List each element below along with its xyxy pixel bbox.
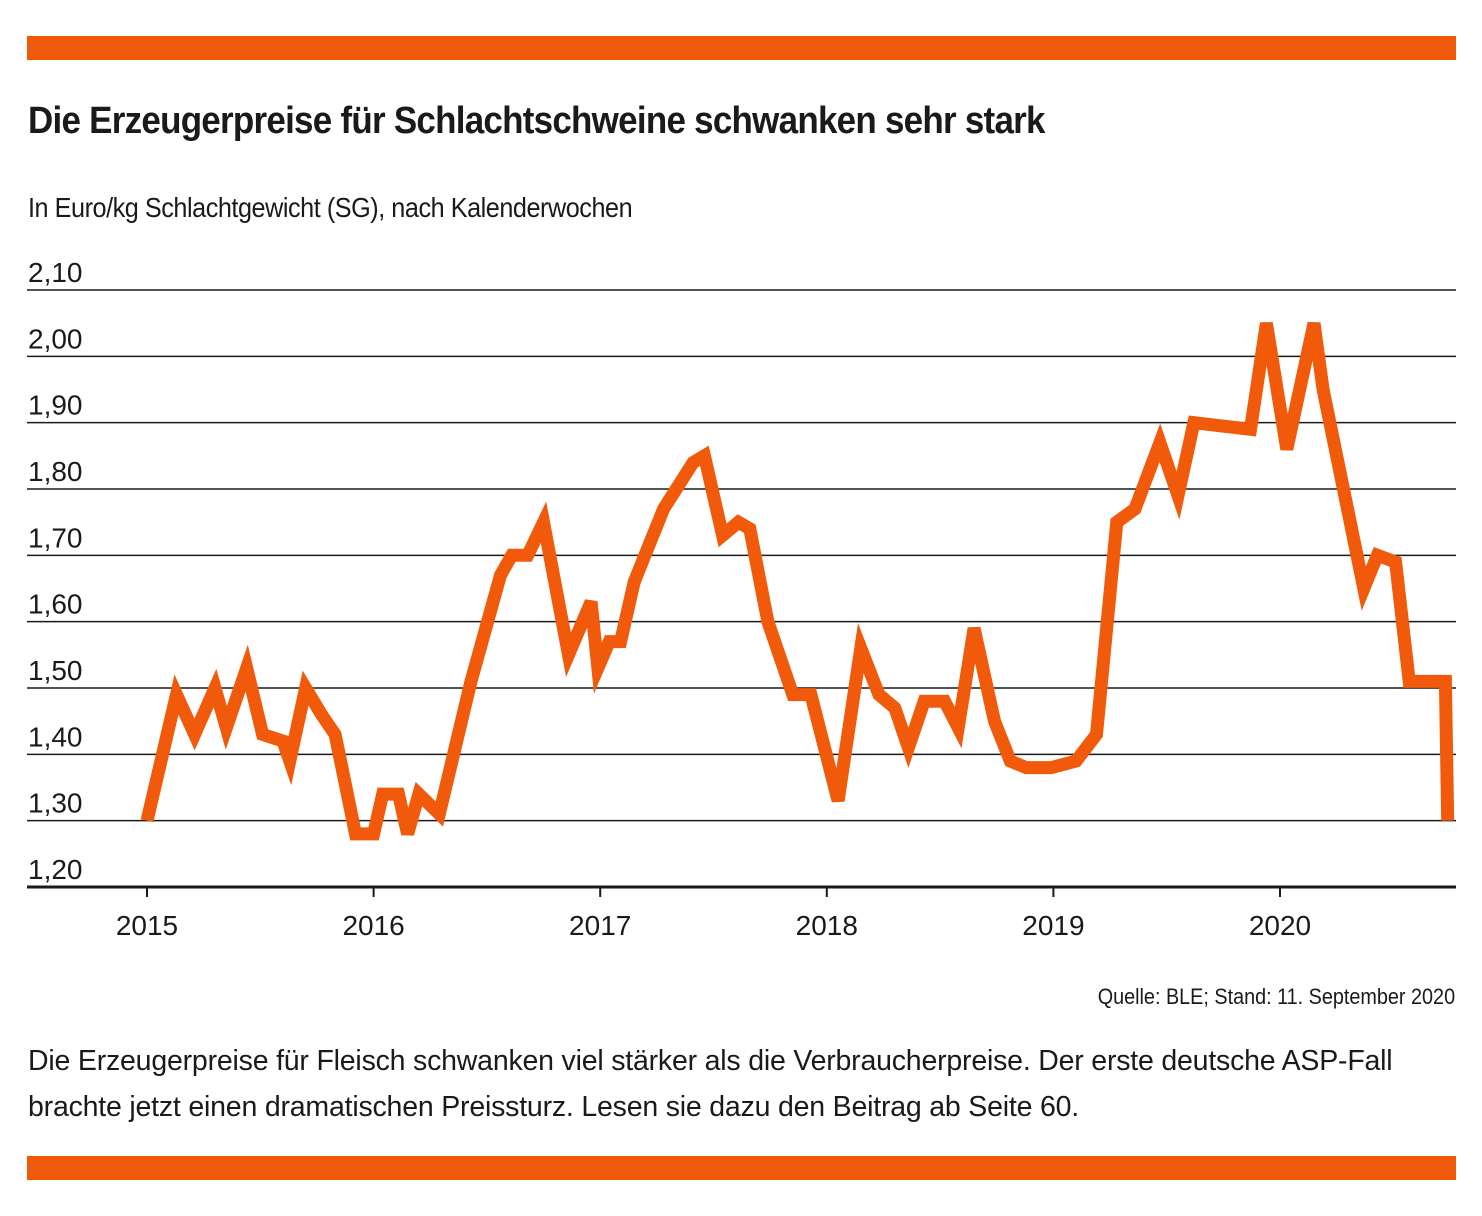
y-tick-label: 1,80 bbox=[28, 456, 83, 487]
x-tick-label: 2016 bbox=[342, 910, 404, 941]
y-tick-label: 2,00 bbox=[28, 323, 83, 354]
y-tick-label: 1,60 bbox=[28, 589, 83, 620]
y-tick-label: 1,20 bbox=[28, 854, 83, 885]
x-tick-label: 2020 bbox=[1249, 910, 1311, 941]
line-chart: 2,10 2,00 1,90 1,80 1,70 1,60 1,50 1,40 1,30 1,20… bbox=[27, 257, 1456, 941]
x-tick-label: 2019 bbox=[1022, 910, 1084, 941]
x-tick-label: 2018 bbox=[796, 910, 858, 941]
y-tick-label: 1,70 bbox=[28, 522, 83, 553]
top-accent-bar bbox=[27, 36, 1456, 60]
y-tick-label: 1,40 bbox=[28, 721, 83, 752]
y-tick-label: 1,90 bbox=[28, 390, 83, 421]
caption-text: Die Erzeugerpreise für Fleisch schwanken… bbox=[28, 1045, 1393, 1123]
x-tick-label: 2015 bbox=[116, 910, 178, 941]
y-tick-label: 1,50 bbox=[28, 655, 83, 686]
y-tick-label: 2,10 bbox=[28, 257, 83, 288]
chart-subtitle: In Euro/kg Schlachtgewicht (SG), nach Ka… bbox=[28, 192, 633, 223]
y-tick-label: 1,30 bbox=[28, 788, 83, 819]
x-tick-label: 2017 bbox=[569, 910, 631, 941]
source-note: Quelle: BLE; Stand: 11. September 2020 bbox=[1097, 984, 1455, 1009]
bottom-accent-bar bbox=[27, 1156, 1456, 1180]
price-series-line bbox=[140, 321, 1455, 841]
chart-title: Die Erzeugerpreise für Schlachtschweine … bbox=[28, 100, 1045, 142]
